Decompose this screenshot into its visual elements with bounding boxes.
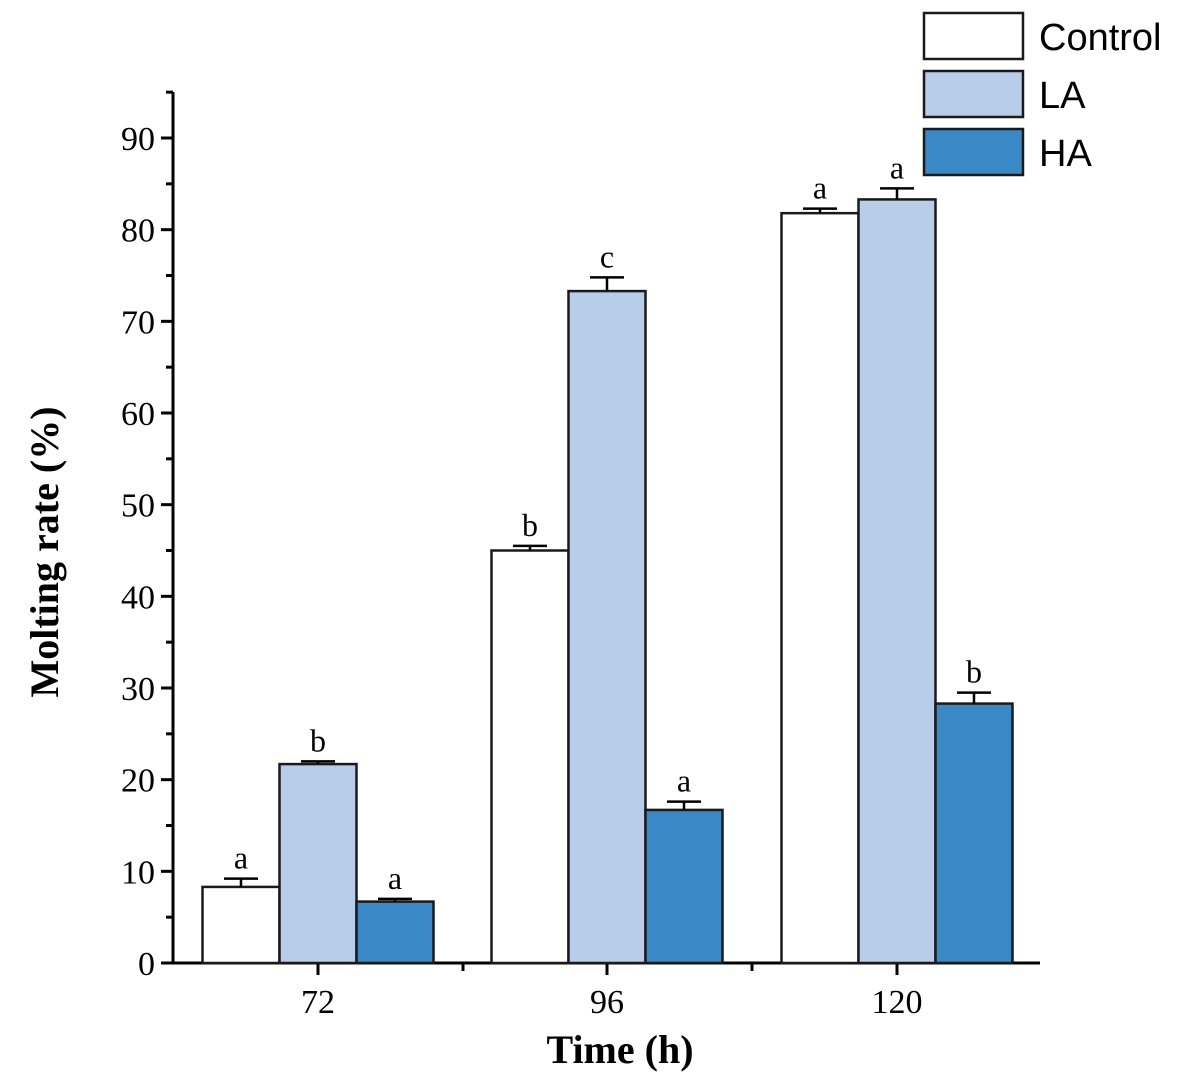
- bars: a b a b c a a a b: [201, 149, 1014, 965]
- x-tick-label: 72: [301, 984, 335, 1021]
- legend-swatch-la: [922, 69, 1025, 119]
- bar-ha-96: [644, 808, 724, 965]
- y-tick-label: 0: [138, 946, 155, 983]
- bar-ha-72: [355, 900, 435, 965]
- significance-label: b: [310, 722, 326, 758]
- y-tick-label: 20: [121, 763, 155, 800]
- legend-label-la: LA: [1039, 75, 1086, 117]
- legend: Control LA HA: [922, 11, 1162, 177]
- x-tick-label: 120: [872, 984, 923, 1021]
- x-tick-label: 96: [590, 984, 624, 1021]
- bar-control-72: [201, 885, 281, 965]
- significance-label: c: [600, 238, 614, 274]
- legend-swatch-control: [922, 11, 1025, 61]
- y-tick-label: 50: [121, 488, 155, 525]
- significance-label: a: [677, 763, 691, 799]
- significance-label: a: [813, 170, 827, 206]
- y-tick-label: 70: [121, 304, 155, 341]
- bar-control-120: [780, 211, 860, 965]
- significance-label: b: [522, 507, 538, 543]
- x-axis-title: Time (h): [546, 1027, 693, 1072]
- legend-swatch-ha: [922, 127, 1025, 177]
- y-tick-label: 80: [121, 213, 155, 250]
- y-tick-label: 10: [121, 854, 155, 891]
- y-tick-label: 30: [121, 671, 155, 708]
- y-axis-title: Molting rate (%): [22, 406, 67, 697]
- bar-la-120: [857, 198, 937, 965]
- bar-control-96: [490, 549, 570, 965]
- y-tick-label: 90: [121, 121, 155, 158]
- y-tick-label: 60: [121, 396, 155, 433]
- significance-label: b: [966, 654, 982, 690]
- legend-label-control: Control: [1039, 17, 1162, 59]
- y-tick-label: 40: [121, 579, 155, 616]
- significance-label: a: [890, 149, 904, 185]
- axes: 0 10 20 30 40 50 60 70 80 90 72 96 120: [121, 90, 1040, 1021]
- significance-label: a: [388, 860, 402, 896]
- bar-la-72: [278, 762, 358, 965]
- bar-ha-120: [934, 702, 1014, 965]
- bar-la-96: [567, 289, 647, 965]
- legend-label-ha: HA: [1039, 133, 1092, 175]
- significance-label: a: [234, 840, 248, 876]
